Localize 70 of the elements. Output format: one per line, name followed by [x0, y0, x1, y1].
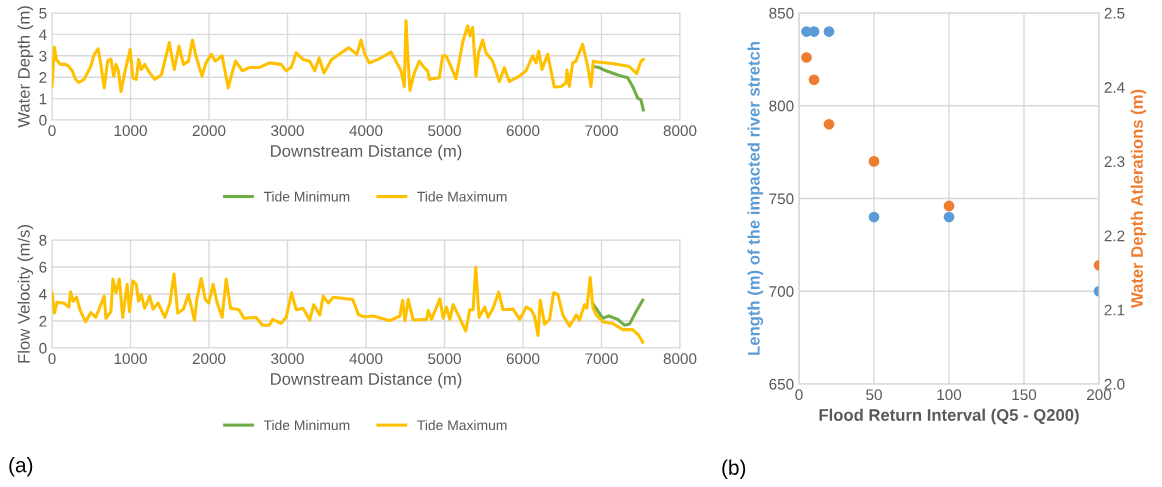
- x-tick-label: 200: [1087, 389, 1112, 401]
- y-tick-label: 5: [39, 8, 47, 19]
- y-tick-label: 2: [39, 72, 47, 83]
- x-axis-title: Flood Return Interval (Q5 - Q200): [819, 408, 1079, 425]
- line-series: [52, 19, 645, 94]
- x-tick-label: 2000: [192, 125, 226, 137]
- x-tick-label: 7000: [585, 125, 618, 137]
- y-axis-title: Water Depth (m): [17, 6, 34, 128]
- y2-tick-label: 2.1: [1104, 304, 1125, 316]
- y-tick-label: 800: [769, 100, 794, 112]
- y-axis-title: Length (m) of the impacted river stretch: [747, 42, 764, 355]
- x-tick-label: 150: [1012, 389, 1037, 401]
- x-tick-label: 50: [866, 389, 882, 401]
- x-tick-label: 6000: [506, 125, 540, 137]
- text: (b): [722, 459, 746, 480]
- text: (a): [9, 457, 33, 477]
- x-tick-label: 0: [48, 125, 56, 137]
- x-tick-label: 5000: [428, 125, 461, 137]
- x-tick-label: 1000: [114, 353, 147, 365]
- y-tick-label: 700: [769, 286, 794, 297]
- x-tick-label: 4000: [349, 125, 383, 137]
- y-tick-label: 750: [769, 193, 794, 205]
- x-tick-label: 5000: [428, 353, 461, 365]
- line-series: [591, 64, 645, 112]
- y-tick-label: 4: [38, 29, 47, 40]
- x-tick-label: 4000: [349, 353, 383, 365]
- x-tick-label: 3000: [271, 353, 304, 365]
- y2-tick-label: 2.0: [1104, 378, 1125, 390]
- x-tick-label: 8000: [663, 353, 697, 365]
- point: [868, 156, 880, 167]
- x-axis-title: Downstream Distance (m): [271, 144, 462, 161]
- y-tick-label: 0: [39, 342, 47, 354]
- x-tick-label: 1000: [114, 125, 147, 137]
- x-axis-title: Downstream Distance (m): [271, 372, 462, 389]
- legend-label: Tide Minimum: [263, 191, 350, 202]
- x-tick-label: 6000: [506, 353, 540, 365]
- y-tick-label: 4: [38, 289, 47, 300]
- point: [801, 52, 812, 63]
- x-tick-label: 7000: [585, 353, 618, 365]
- point: [823, 118, 835, 130]
- point: [943, 200, 955, 212]
- point: [868, 211, 880, 223]
- x-tick-label: 8000: [663, 125, 697, 137]
- x-tick-label: 100: [937, 389, 962, 401]
- y-tick-label: 2: [39, 315, 47, 327]
- point: [823, 26, 835, 37]
- y-tick-label: 6: [39, 261, 47, 273]
- x-tick-label: 0: [795, 389, 803, 401]
- x-tick-label: 3000: [271, 125, 304, 137]
- y-axis-title: Flow Velocity (m/s): [17, 225, 34, 363]
- point: [808, 74, 820, 86]
- y-tick-label: 0: [39, 114, 47, 126]
- y-tick-label: 1: [39, 93, 47, 105]
- x-tick-label: 0: [48, 353, 56, 365]
- legend-label: Tide Maximum: [417, 191, 507, 202]
- y2-tick-label: 2.3: [1104, 156, 1125, 168]
- point: [943, 211, 955, 223]
- legend-label: Tide Maximum: [417, 419, 507, 431]
- legend-label: Tide Minimum: [263, 419, 350, 431]
- y-tick-label: 850: [769, 7, 794, 19]
- y2-tick-label: 2.2: [1104, 230, 1125, 242]
- line-series: [591, 298, 645, 327]
- y2-tick-label: 2.5: [1104, 7, 1125, 19]
- y-tick-label: 8: [39, 234, 47, 246]
- x-tick-label: 2000: [192, 353, 226, 365]
- y2-axis-title: Water Depth Atlerations (m): [1130, 89, 1147, 309]
- y2-tick-label: 2.4: [1104, 82, 1125, 93]
- y-tick-label: 3: [39, 50, 47, 62]
- y-tick-label: 650: [769, 378, 794, 390]
- line-series: [52, 265, 645, 344]
